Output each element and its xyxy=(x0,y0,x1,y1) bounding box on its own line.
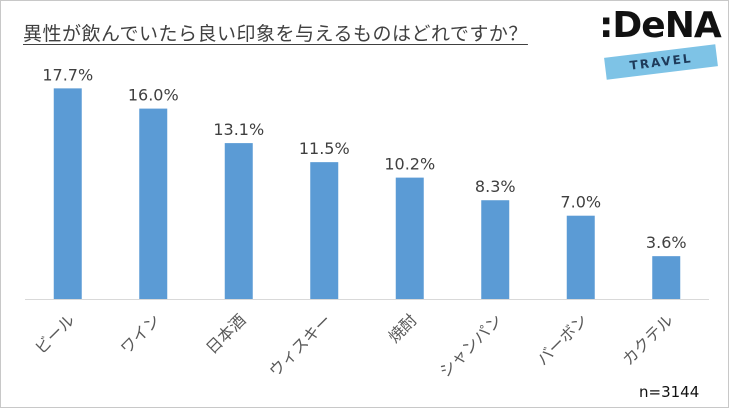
bar-2 xyxy=(224,143,253,299)
category-label-6: バーボン xyxy=(533,310,592,369)
sample-size-note: n=3144 xyxy=(639,383,700,401)
bar-5 xyxy=(481,200,510,299)
bar-0 xyxy=(53,88,82,300)
bar-3 xyxy=(310,162,339,299)
value-label-1: 16.0% xyxy=(128,86,179,105)
category-label-0: ビール xyxy=(31,310,78,357)
chart-title: 異性が飲んでいたら良い印象を与えるものはどれですか？ xyxy=(23,23,528,45)
category-label-5: シャンパン xyxy=(436,310,507,381)
category-label-7: カクテル xyxy=(618,310,677,369)
value-label-6: 7.0% xyxy=(560,193,601,212)
bar-7 xyxy=(652,256,681,299)
value-label-0: 17.7% xyxy=(42,65,93,84)
category-label-4: 焼酎 xyxy=(385,310,421,346)
category-label-1: ワイン xyxy=(117,310,164,357)
value-label-2: 13.1% xyxy=(213,120,264,139)
value-label-7: 3.6% xyxy=(646,233,687,252)
value-label-5: 8.3% xyxy=(475,177,516,196)
value-label-4: 10.2% xyxy=(384,155,435,174)
bar-6 xyxy=(566,215,595,299)
category-label-2: 日本酒 xyxy=(202,310,249,357)
bar-4 xyxy=(395,177,424,299)
bar-1 xyxy=(139,108,168,299)
category-label-3: ウィスキー xyxy=(265,310,335,380)
value-label-3: 11.5% xyxy=(299,139,350,158)
dena-travel-logo: :DeNA TRAVEL xyxy=(597,5,725,83)
logo-main-text: :DeNA xyxy=(599,5,722,46)
